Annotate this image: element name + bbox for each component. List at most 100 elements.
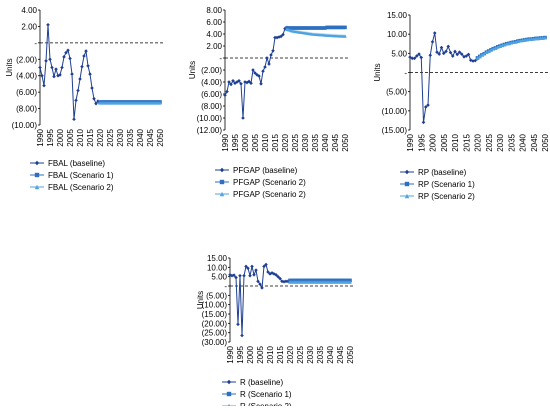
data-point	[236, 322, 240, 327]
x-tick-label: 2015	[276, 345, 285, 363]
legend-marker	[219, 191, 225, 197]
legend-marker	[226, 391, 232, 397]
y-axis-label: Units	[188, 61, 197, 79]
data-point	[428, 53, 433, 58]
data-point	[315, 26, 319, 30]
y-tick-label: (6.00)	[201, 90, 222, 99]
data-point	[341, 25, 345, 30]
legend-label: RP (Scenario 2)	[418, 192, 475, 201]
data-point	[284, 279, 288, 284]
y-tick-label: (30.00)	[202, 338, 228, 347]
legend-marker	[34, 160, 40, 166]
legend-label: RP (baseline)	[418, 168, 467, 177]
x-tick-label: 2040	[519, 133, 528, 151]
x-tick-label: 2015	[462, 133, 471, 151]
data-point	[321, 26, 325, 30]
data-point	[248, 273, 252, 278]
data-point	[419, 55, 424, 60]
data-point	[249, 81, 253, 85]
y-tick-label: (5.00)	[386, 88, 407, 97]
data-point	[441, 51, 446, 56]
data-point	[289, 26, 293, 30]
x-tick-label: 2010	[76, 128, 85, 146]
x-tick-label: 2040	[326, 345, 335, 363]
data-point	[242, 273, 246, 278]
data-point	[299, 26, 303, 30]
y-tick-label: (15.00)	[202, 310, 228, 319]
x-tick-label: 2025	[485, 133, 494, 151]
data-point	[430, 40, 435, 44]
x-tick-label: 2030	[116, 128, 125, 146]
data-point	[414, 54, 419, 58]
y-tick-label: (2.00)	[201, 66, 222, 75]
x-tick-label: 2010	[261, 133, 270, 151]
data-point	[303, 26, 307, 30]
data-point	[44, 59, 48, 63]
data-point	[286, 279, 290, 284]
data-point	[459, 52, 464, 56]
x-tick-label: 2025	[296, 345, 305, 363]
data-point	[313, 26, 317, 30]
data-point	[237, 79, 241, 83]
legend-marker	[219, 167, 225, 173]
data-point	[480, 53, 484, 57]
y-tick-label: 8.00	[206, 6, 222, 15]
x-tick-label: 2035	[316, 345, 325, 363]
data-point	[80, 64, 84, 69]
legend-marker	[404, 193, 410, 199]
legend-label: PFGAP (Scenario 2)	[233, 190, 306, 199]
data-point	[493, 46, 498, 50]
y-tick-label: (2.00)	[16, 55, 37, 64]
data-point	[486, 49, 491, 53]
data-point	[72, 117, 76, 122]
data-point	[446, 44, 451, 49]
legend-marker	[226, 379, 232, 385]
data-point	[333, 25, 337, 30]
data-point	[256, 279, 260, 284]
legend-marker	[404, 169, 410, 175]
data-point	[335, 25, 339, 30]
data-point	[276, 274, 280, 279]
x-tick-label: 2005	[251, 133, 260, 151]
y-tick-label: 5.00	[211, 273, 227, 282]
data-point	[426, 103, 430, 107]
y-tick-label: (10.00)	[12, 121, 38, 130]
data-point	[252, 273, 256, 277]
data-point	[70, 72, 74, 76]
data-point	[462, 54, 466, 59]
x-tick-label: 2010	[451, 133, 460, 151]
data-point	[250, 264, 254, 269]
data-point	[471, 59, 475, 63]
x-tick-label: 2005	[66, 128, 75, 146]
data-point	[317, 26, 321, 30]
data-point	[435, 50, 439, 54]
data-point	[301, 26, 305, 30]
x-tick-label: 2015	[86, 128, 95, 146]
data-point	[38, 65, 42, 70]
data-point	[247, 79, 251, 84]
legend-label: R (baseline)	[240, 378, 283, 387]
x-tick-label: 2000	[246, 345, 255, 363]
data-point	[241, 116, 245, 120]
y-tick-label: (25.00)	[202, 329, 228, 338]
data-point	[421, 120, 426, 125]
data-point	[439, 45, 444, 50]
data-point	[329, 25, 333, 30]
data-point	[450, 54, 455, 58]
data-point	[466, 52, 471, 57]
data-point	[291, 26, 295, 30]
data-point	[232, 273, 236, 277]
data-point	[50, 65, 54, 70]
y-axis-label: Units	[196, 291, 205, 309]
data-point	[457, 50, 462, 54]
y-tick-label: (5.00)	[206, 291, 227, 300]
data-point	[543, 35, 547, 40]
data-point	[54, 67, 58, 71]
y-tick-label: 15.00	[387, 11, 408, 20]
x-tick-label: 1990	[221, 133, 230, 151]
x-tick-label: 2020	[281, 133, 290, 151]
x-tick-label: 2035	[507, 133, 516, 151]
y-tick-label: (8.00)	[201, 102, 222, 111]
data-point	[293, 26, 297, 30]
x-tick-label: 2025	[291, 133, 300, 151]
